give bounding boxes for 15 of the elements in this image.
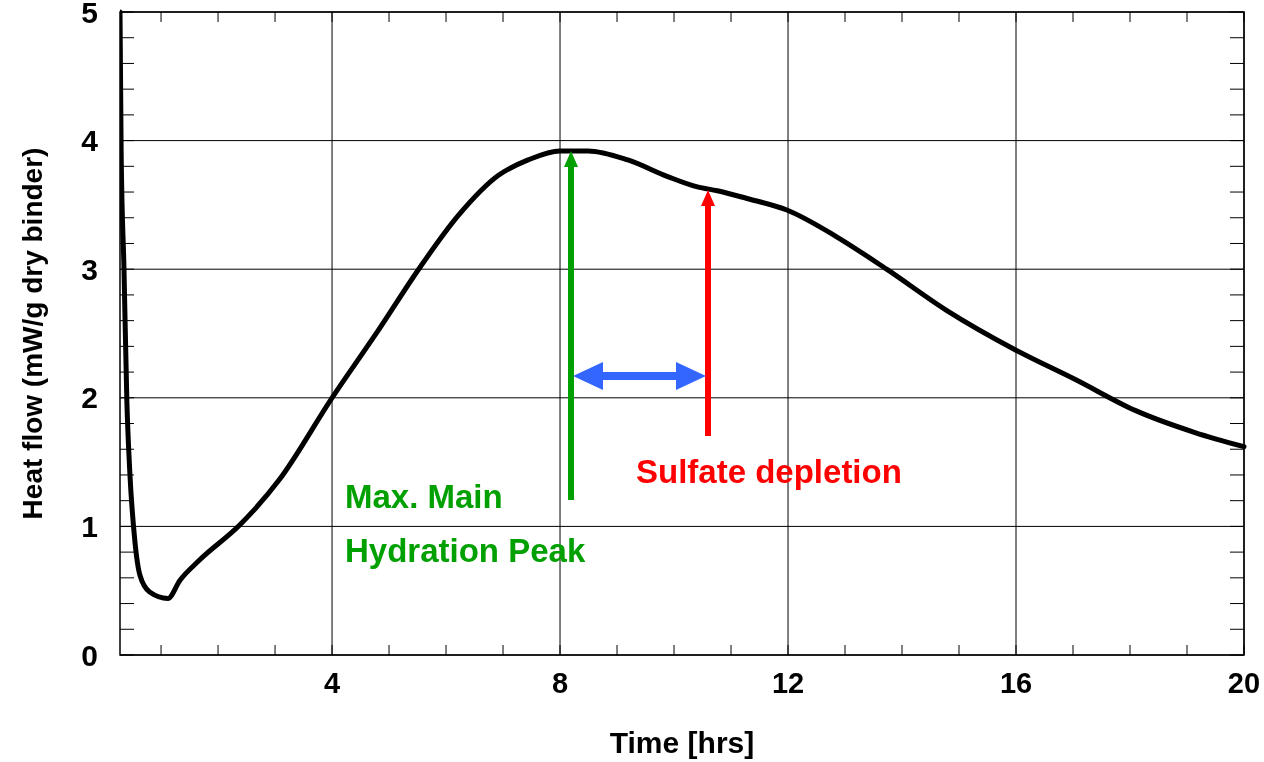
x-tick-label: 4 bbox=[323, 667, 341, 699]
x-axis-title: Time [hrs] bbox=[609, 726, 755, 759]
annotation: Sulfate depletion bbox=[636, 453, 902, 490]
y-tick-label: 3 bbox=[81, 252, 98, 286]
x-tick-label: 20 bbox=[1227, 667, 1261, 699]
annotation: Max. Main Hydration Peak bbox=[345, 478, 586, 569]
y-axis-title: Heat flow (mW/g dry binder) bbox=[17, 147, 48, 520]
x-tick-label: 8 bbox=[551, 667, 569, 699]
x-tick-label: 12 bbox=[771, 667, 805, 699]
y-tick-label: 5 bbox=[81, 0, 98, 29]
y-tick-label: 1 bbox=[81, 509, 98, 543]
y-tick-label: 0 bbox=[81, 638, 98, 672]
y-tick-label: 2 bbox=[81, 381, 98, 415]
y-tick-label: 4 bbox=[81, 124, 99, 158]
x-tick-label: 16 bbox=[999, 667, 1033, 699]
